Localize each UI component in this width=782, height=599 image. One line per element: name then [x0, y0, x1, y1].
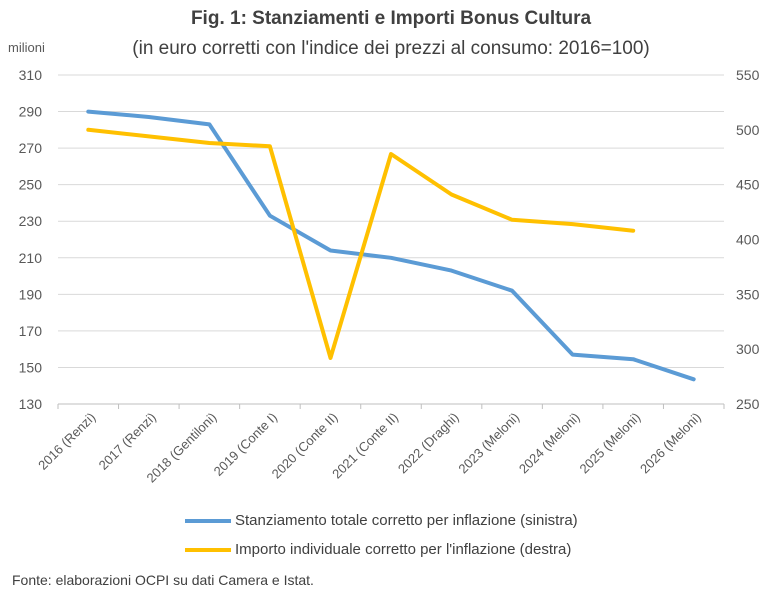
- legend-item-importo: Importo individuale corretto per l'infla…: [185, 541, 571, 558]
- legend-label-importo: Importo individuale corretto per l'infla…: [235, 541, 572, 558]
- y-left-tick-label: 250: [19, 177, 43, 193]
- x-tick-label: 2023 (Meloni): [455, 410, 522, 477]
- legend-label-stanziamento: Stanziamento totale corretto per inflazi…: [235, 512, 578, 529]
- y-right-tick-label: 500: [736, 122, 760, 138]
- y-right-tick-label: 250: [736, 396, 760, 412]
- x-axis: 2016 (Renzi)2017 (Renzi)2018 (Gentiloni)…: [35, 403, 725, 486]
- y-right-axis: 250 300 350 400 450 500 550: [736, 67, 760, 412]
- y-left-tick-label: 230: [19, 213, 43, 229]
- x-tick-label: 2017 (Renzi): [96, 410, 159, 473]
- y-left-tick-label: 290: [19, 104, 43, 120]
- legend-swatch-importo: [185, 547, 231, 552]
- y-right-tick-label: 400: [736, 232, 760, 248]
- y-left-tick-label: 170: [19, 323, 43, 339]
- x-tick-label: 2026 (Meloni): [637, 410, 704, 477]
- y-left-tick-label: 210: [19, 250, 43, 266]
- source-note: Fonte: elaborazioni OCPI su dati Camera …: [12, 572, 314, 588]
- x-tick-label: 2024 (Meloni): [516, 410, 583, 477]
- y-left-tick-label: 310: [19, 67, 43, 83]
- y-left-axis: 130 150 170 190 210 230 250 270 290 310: [19, 67, 43, 412]
- y-right-tick-label: 550: [736, 67, 760, 83]
- x-tick-label: 2016 (Renzi): [35, 410, 98, 473]
- x-tick-label: 2025 (Meloni): [576, 410, 643, 477]
- series-lines: [86, 109, 696, 382]
- y-right-tick-label: 450: [736, 177, 760, 193]
- y-right-tick-label: 350: [736, 286, 760, 302]
- series-line-importo: [86, 127, 636, 360]
- gridlines: [58, 74, 724, 405]
- series-line-stanziamento: [86, 109, 696, 382]
- legend-item-stanziamento: Stanziamento totale corretto per inflazi…: [185, 512, 578, 529]
- y-left-tick-label: 270: [19, 140, 43, 156]
- y-left-tick-label: 130: [19, 396, 43, 412]
- x-tick-label: 2022 (Draghi): [395, 410, 462, 477]
- y-left-unit-label: milioni: [8, 40, 45, 55]
- chart-subtitle: (in euro corretti con l'indice dei prezz…: [132, 38, 650, 59]
- chart-title: Fig. 1: Stanziamenti e Importi Bonus Cul…: [190, 8, 592, 29]
- y-left-tick-label: 190: [19, 286, 43, 302]
- legend-swatch-stanziamento: [185, 518, 231, 523]
- y-left-tick-label: 150: [19, 359, 43, 375]
- y-right-tick-label: 300: [736, 341, 760, 357]
